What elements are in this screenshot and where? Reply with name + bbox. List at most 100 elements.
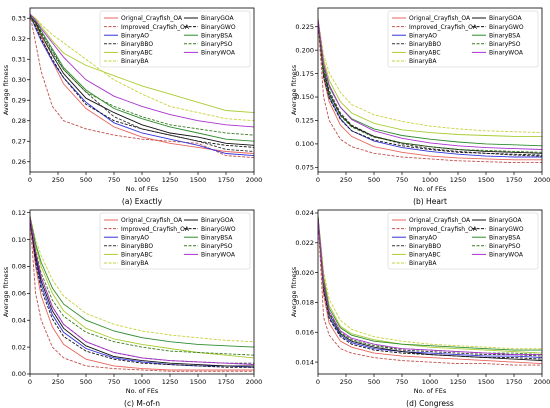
series-group xyxy=(30,13,254,159)
series-group xyxy=(318,215,542,366)
x-tick-label: 250 xyxy=(340,176,352,184)
x-tick-label: 500 xyxy=(80,176,92,184)
series-line-binarygoa xyxy=(30,218,254,367)
y-tick-label: 0.225 xyxy=(295,23,314,31)
series-line-binarypso xyxy=(318,20,542,153)
series-line-binaryba xyxy=(30,215,254,343)
x-tick-label: 1250 xyxy=(450,378,467,386)
y-tick-label: 0.29 xyxy=(12,96,26,104)
legend-box xyxy=(387,212,539,270)
legend: Orignal_Crayfish_OAImproved_Crayfish_OAB… xyxy=(387,212,539,270)
legend-label: Orignal_Crayfish_OA xyxy=(409,15,471,22)
legend-label: BinaryBSA xyxy=(489,32,521,39)
legend-label: BinaryAO xyxy=(121,234,149,241)
series-line-binarygwo xyxy=(30,218,254,368)
x-tick-label: 2000 xyxy=(534,378,550,386)
y-tick-label: 0.00 xyxy=(12,370,26,378)
series-line-binarybsa xyxy=(30,216,254,348)
series-line-binaryba xyxy=(318,215,542,350)
legend-label: BinaryWOA xyxy=(201,252,236,259)
legend-label: BinaryAO xyxy=(121,32,149,39)
x-tick-label: 1250 xyxy=(162,176,179,184)
x-tick-label: 1750 xyxy=(218,378,235,386)
legend-label: BinaryGWO xyxy=(201,226,236,233)
x-tick-label: 750 xyxy=(108,378,120,386)
series-line-binaryabc xyxy=(318,215,542,354)
y-tick-label: 0.075 xyxy=(295,164,314,172)
x-axis-label: No. of FEs xyxy=(414,185,447,193)
legend-label: BinaryGWO xyxy=(489,24,524,31)
legend-label: BinaryBSA xyxy=(201,234,233,241)
y-tick-label: 0.014 xyxy=(295,358,314,366)
legend-label: Orignal_Crayfish_OA xyxy=(121,15,183,22)
y-tick-label: 0.020 xyxy=(295,269,314,277)
legend-label: BinaryBA xyxy=(409,260,437,267)
legend-label: BinaryGOA xyxy=(489,15,523,22)
legend-label: BinaryPSO xyxy=(489,41,521,48)
panel-caption: (b) Heart xyxy=(413,197,447,206)
legend-label: BinaryGOA xyxy=(201,217,235,224)
series-line-binaryabc xyxy=(30,13,254,114)
x-tick-label: 500 xyxy=(80,378,92,386)
legend-label: BinaryPSO xyxy=(201,243,233,250)
legend-label: Orignal_Crayfish_OA xyxy=(121,217,183,224)
series-line-binaryba xyxy=(30,13,254,122)
x-tick-label: 500 xyxy=(368,378,380,386)
y-axis-label: Average fitness xyxy=(2,266,10,317)
y-tick-label: 0.125 xyxy=(295,117,314,125)
series-line-improved-crayfish-oa xyxy=(318,218,542,366)
legend: Orignal_Crayfish_OAImproved_Crayfish_OAB… xyxy=(99,10,251,68)
legend-label: BinaryABC xyxy=(121,252,153,259)
legend-label: BinaryBSA xyxy=(489,234,521,241)
legend-label: BinaryWOA xyxy=(489,50,524,57)
series-line-binarywoa xyxy=(318,217,542,356)
x-axis-label: No. of FEs xyxy=(126,387,159,395)
series-line-binaryao xyxy=(30,218,254,368)
x-tick-label: 1000 xyxy=(422,176,439,184)
series-line-binarybsa xyxy=(318,20,542,147)
series-line-binarygwo xyxy=(318,217,542,360)
x-tick-label: 0 xyxy=(316,378,320,386)
legend-label: BinaryPSO xyxy=(201,41,233,48)
legend-label: BinaryAO xyxy=(409,32,437,39)
legend-label: Improved_Crayfish_OA xyxy=(121,226,190,233)
series-line-binaryabc xyxy=(318,19,542,137)
x-tick-label: 1750 xyxy=(218,176,235,184)
x-tick-label: 0 xyxy=(28,378,32,386)
x-tick-label: 1000 xyxy=(134,176,151,184)
x-tick-label: 2000 xyxy=(246,176,263,184)
legend-box xyxy=(99,212,251,270)
y-tick-label: 0.10 xyxy=(12,236,26,244)
series-line-orignal-crayfish-oa xyxy=(318,22,542,161)
y-tick-label: 0.32 xyxy=(12,35,26,43)
legend-label: BinaryGWO xyxy=(489,226,524,233)
series-line-binarygwo xyxy=(30,15,254,148)
x-tick-label: 1000 xyxy=(134,378,151,386)
y-tick-label: 0.12 xyxy=(12,209,26,217)
legend-label: BinaryBSA xyxy=(201,32,233,39)
legend-label: BinaryGOA xyxy=(489,217,523,224)
panel-caption: (a) Exactly xyxy=(122,197,163,206)
series-line-binarygwo xyxy=(318,21,542,156)
series-group xyxy=(30,215,254,372)
x-tick-label: 1250 xyxy=(162,378,179,386)
x-tick-label: 1000 xyxy=(422,378,439,386)
legend-label: BinaryAO xyxy=(409,234,437,241)
legend-label: BinaryBBO xyxy=(121,243,153,250)
chart-panel-2: 0 250 500 750 1000 1250 1500 1750 2000 0.00 0.02 0.… xyxy=(2,209,262,408)
y-tick-label: 0.016 xyxy=(295,328,314,336)
chart-panel-0: 0 250 500 750 1000 1250 1500 1750 2000 0.26 0.27 0.… xyxy=(2,7,263,206)
x-axis-label: No. of FEs xyxy=(126,185,159,193)
x-tick-label: 250 xyxy=(52,176,64,184)
y-tick-label: 0.33 xyxy=(12,14,26,22)
series-line-binarywoa xyxy=(30,13,254,128)
series-line-binaryao xyxy=(30,14,254,157)
panel-caption: (c) M-of-n xyxy=(124,399,160,408)
x-tick-label: 1500 xyxy=(190,378,207,386)
chart-panel-1: 0 250 500 750 1000 1250 1500 1750 2000 0.075 0.100… xyxy=(290,7,550,206)
x-tick-label: 500 xyxy=(368,176,380,184)
legend-label: BinaryBBO xyxy=(409,243,441,250)
y-axis-label: Average fitness xyxy=(290,64,298,115)
x-tick-label: 250 xyxy=(340,378,352,386)
x-tick-label: 1500 xyxy=(478,378,495,386)
